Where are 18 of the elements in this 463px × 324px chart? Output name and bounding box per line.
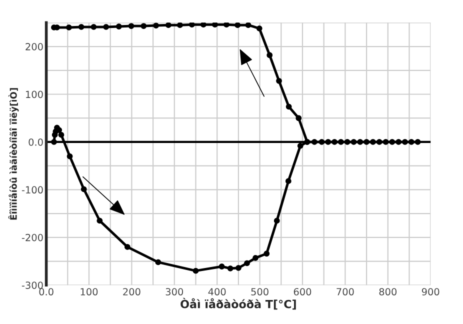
x-tick-label: 700 [336,288,354,296]
x-tick-label: 500 [251,288,268,296]
x-tick-label: 600 [294,288,312,296]
x-tick-label: 300 [166,288,184,296]
x-tick-label: 200 [123,288,140,296]
y-tick-label: -200 [22,234,43,242]
y-tick-label: 0.0 [28,138,43,146]
x-axis-title: Òåì ïåðàòóðà T[°C] [180,298,296,310]
y-tick-label: 200 [26,43,43,50]
y-axis-title: Êîìïîíåíòû ìàãíèòíîãî ïîëÿ[ìÒ] [8,88,19,220]
y-tick-label: -100 [22,186,43,194]
x-tick-label: 800 [379,288,397,296]
y-tick-label: 100 [26,90,43,98]
x-tick-label: 900 [422,288,440,296]
x-tick-label: 400 [208,288,226,296]
x-tick-label: 0.0 [39,288,54,296]
y-tick-label: -300 [22,282,43,289]
x-tick-label: 100 [80,288,98,296]
